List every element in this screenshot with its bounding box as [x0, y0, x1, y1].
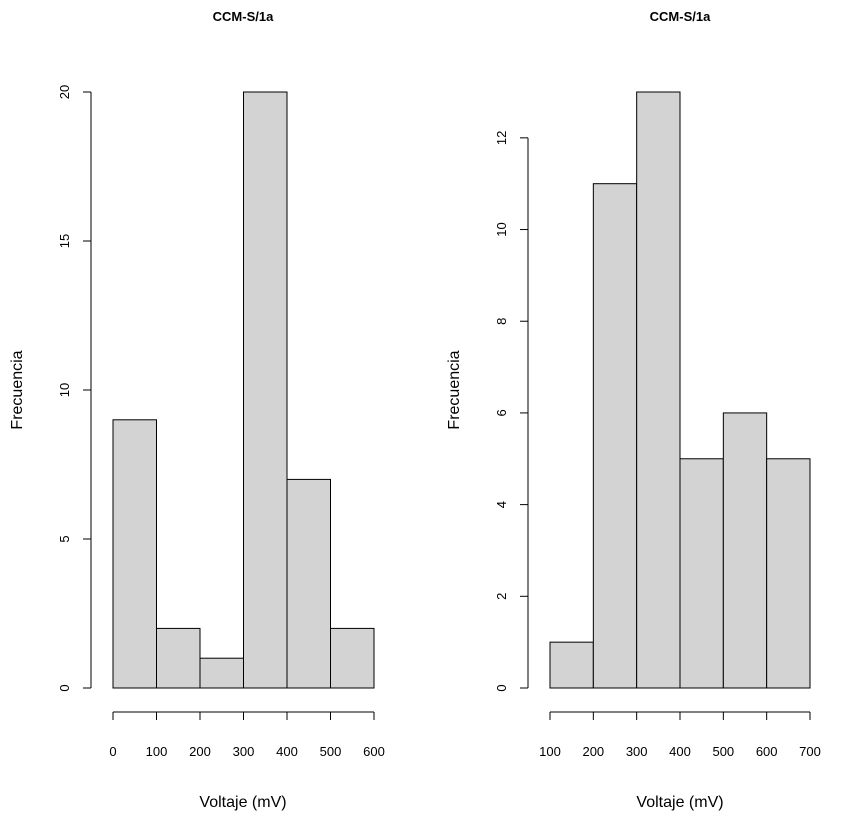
histogram-panel-right: CCM-S/1a Voltaje (mV) Frecuencia 0 2 4 6 8 10…	[446, 9, 821, 811]
histogram-bar	[679, 458, 724, 689]
x-tick-label: 400	[669, 744, 691, 759]
y-tick-label: 10	[57, 383, 72, 397]
x-tick-label: 500	[712, 744, 734, 759]
x-tick-label: 200	[189, 744, 211, 759]
histogram-bar	[766, 458, 811, 689]
x-tick-label: 200	[582, 744, 604, 759]
histogram-bar	[330, 627, 375, 689]
y-tick-label: 0	[494, 684, 509, 691]
histogram-bar	[243, 91, 288, 689]
x-tick-label: 700	[799, 744, 821, 759]
y-tick-label: 4	[494, 501, 509, 508]
y-tick-label: 8	[494, 318, 509, 325]
histogram-panel-left: CCM-S/1a Voltaje (mV) Frecuencia 0 5 10 15 2…	[9, 9, 385, 811]
histogram-bar	[286, 478, 331, 689]
chart-title: CCM-S/1a	[650, 9, 711, 24]
y-tick-label: 5	[57, 535, 72, 542]
x-tick-label: 100	[539, 744, 561, 759]
histogram-bar	[636, 91, 681, 689]
x-tick-label: 0	[109, 744, 116, 759]
x-tick-label: 500	[320, 744, 342, 759]
y-tick-label: 12	[494, 131, 509, 145]
x-tick-label: 300	[233, 744, 255, 759]
y-axis-label: Frecuencia	[9, 350, 26, 429]
y-tick-label: 6	[494, 409, 509, 416]
histogram-bar	[199, 657, 244, 689]
x-axis-label: Voltaje (mV)	[636, 794, 723, 811]
chart-title: CCM-S/1a	[213, 9, 274, 24]
y-tick-label: 10	[494, 222, 509, 236]
x-tick-label: 400	[276, 744, 298, 759]
y-tick-label: 15	[57, 234, 72, 248]
histogram-bar	[549, 641, 594, 689]
x-axis-label: Voltaje (mV)	[199, 794, 286, 811]
x-tick-label: 600	[363, 744, 385, 759]
x-tick-label: 100	[146, 744, 168, 759]
histogram-bar	[592, 183, 638, 689]
x-tick-label: 600	[756, 744, 778, 759]
histogram-bar	[156, 627, 201, 689]
x-tick-label: 300	[626, 744, 648, 759]
y-tick-label: 20	[57, 85, 72, 99]
histogram-bar	[722, 412, 768, 689]
y-axis-label: Frecuencia	[446, 350, 463, 429]
y-tick-label: 2	[494, 593, 509, 600]
y-tick-label: 0	[57, 684, 72, 691]
histogram-bar	[112, 419, 157, 689]
